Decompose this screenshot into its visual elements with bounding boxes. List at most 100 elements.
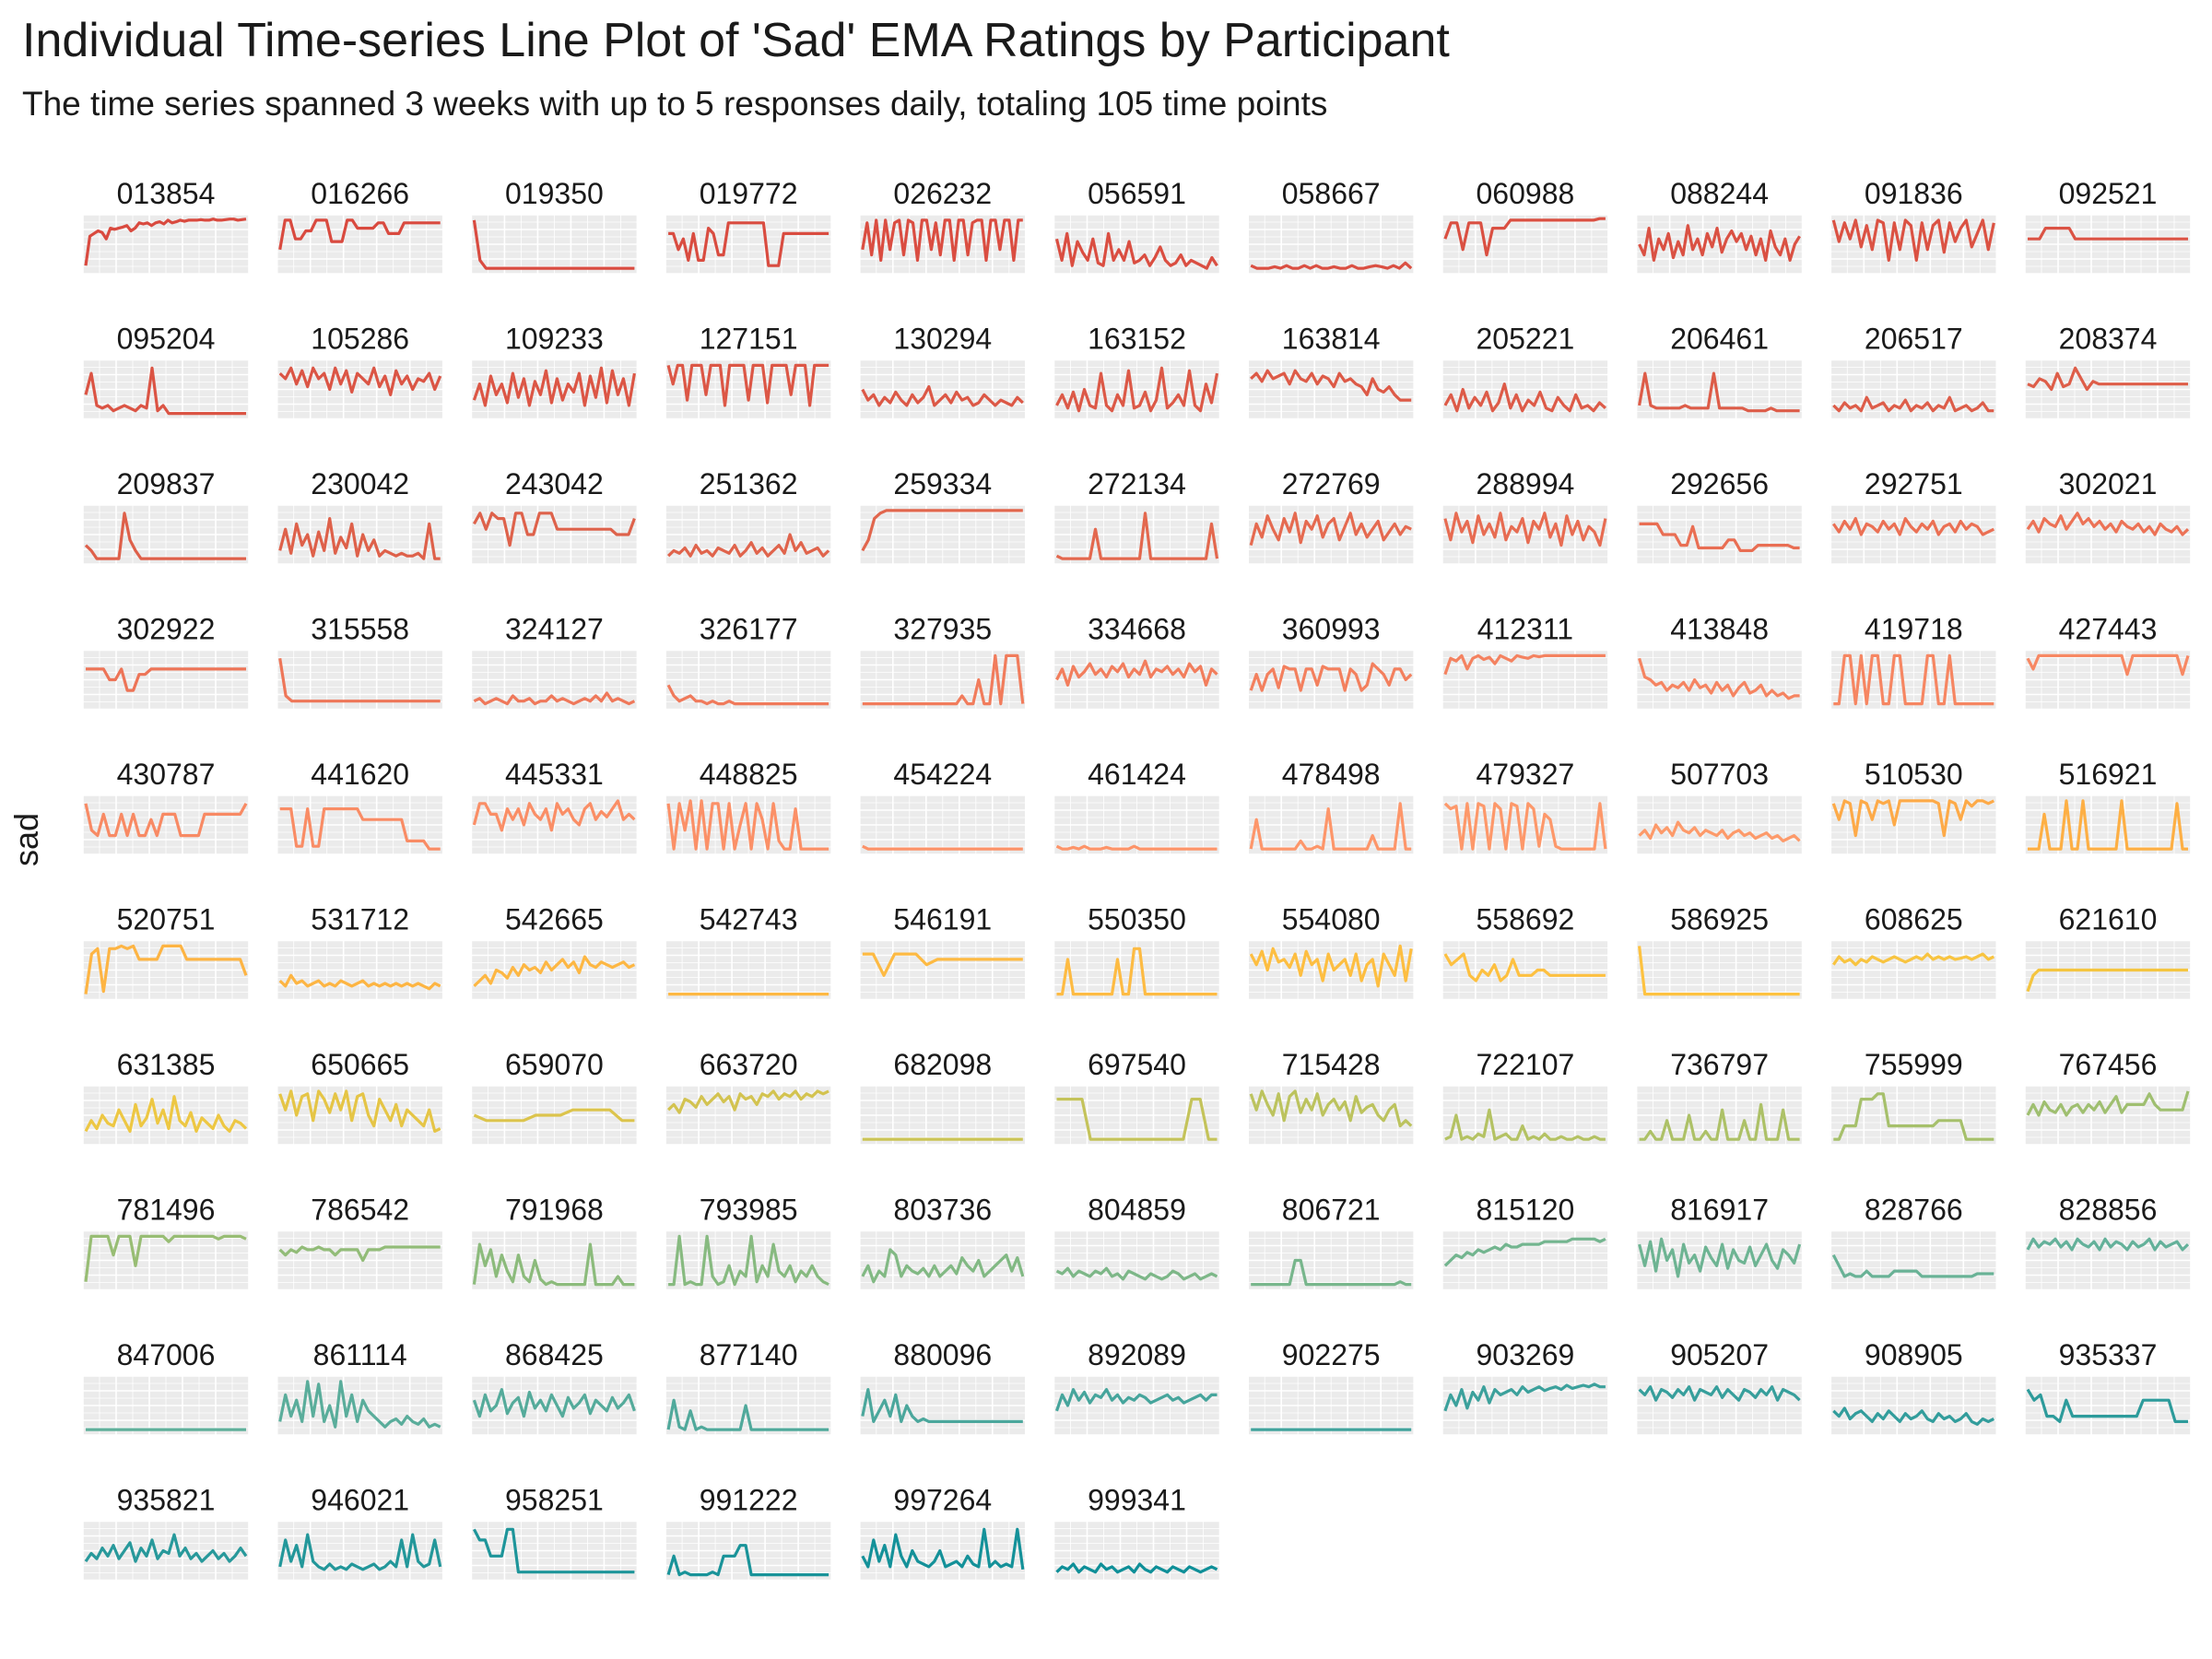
facet-panel-326177: 326177 [665, 613, 832, 711]
series-line-206517 [1832, 395, 1994, 413]
facet-label: 127151 [700, 323, 798, 356]
facet-panel-507703: 507703 [1635, 758, 1804, 855]
facet-panel-586925: 586925 [1635, 903, 1804, 1001]
facet-panel-621610: 621610 [2024, 903, 2192, 1001]
series-line-586925 [1638, 946, 1800, 996]
facet-panel-903269: 903269 [1441, 1338, 1609, 1436]
series-line-828856 [2026, 1237, 2190, 1252]
series-line-608625 [1831, 952, 1994, 967]
facet-label: 546191 [893, 903, 992, 936]
facet-label: 205221 [1477, 323, 1575, 356]
facet-label: 621610 [2059, 903, 2158, 936]
facet-panel-806721: 806721 [1247, 1194, 1415, 1291]
series-line-786542 [278, 1245, 441, 1263]
series-line-531712 [278, 973, 441, 991]
facet-panel-251362: 251362 [665, 467, 832, 565]
facet-panel-272134: 272134 [1053, 467, 1221, 565]
series-line-715428 [1249, 1089, 1413, 1128]
series-line-877140 [666, 1398, 830, 1431]
facet-panel-803736: 803736 [858, 1194, 1027, 1291]
series-line-427443 [2026, 653, 2190, 677]
series-line-903269 [1443, 1382, 1606, 1412]
facet-label: 209837 [117, 467, 216, 500]
facet-panel-861114: 861114 [276, 1338, 444, 1436]
facet-label: 206461 [1670, 323, 1769, 356]
facet-panel-546191: 546191 [858, 903, 1027, 1001]
facet-label: 060988 [1477, 177, 1575, 210]
facet-panel-327935: 327935 [858, 613, 1027, 711]
facet-panel-516921: 516921 [2024, 758, 2192, 855]
facet-panel-828766: 828766 [1830, 1194, 1998, 1291]
facet-label: 946021 [311, 1484, 409, 1517]
facet-label: 520751 [117, 903, 216, 936]
facet-panel-163152: 163152 [1053, 323, 1221, 420]
series-line-327935 [862, 653, 1025, 706]
series-line-326177 [666, 684, 830, 706]
facet-panel-413848: 413848 [1635, 613, 1804, 711]
series-line-935821 [84, 1533, 248, 1563]
facet-panel-427443: 427443 [2024, 613, 2192, 711]
series-line-631385 [84, 1095, 248, 1133]
series-line-479327 [1443, 802, 1607, 851]
facet-label: 326177 [700, 613, 798, 646]
facet-panel-558692: 558692 [1441, 903, 1609, 1001]
series-line-272769 [1249, 512, 1412, 547]
facet-label: 935337 [2059, 1338, 2158, 1371]
series-line-272134 [1055, 512, 1219, 560]
facet-label: 715428 [1282, 1048, 1381, 1081]
facet-panel-013854: 013854 [82, 177, 250, 275]
series-line-412311 [1443, 653, 1606, 676]
facet-label: 445331 [505, 758, 604, 791]
series-line-088244 [1638, 224, 1801, 262]
series-line-163152 [1055, 366, 1219, 413]
facet-label: 419718 [1865, 613, 1963, 646]
facet-panel-946021: 946021 [276, 1484, 444, 1582]
series-line-259334 [861, 509, 1023, 552]
series-line-935337 [2026, 1388, 2188, 1423]
series-line-697540 [1056, 1098, 1218, 1141]
series-line-781496 [84, 1234, 247, 1282]
facet-panel-272769: 272769 [1247, 467, 1415, 565]
facet-label: 292751 [1865, 467, 1963, 500]
facet-label: 682098 [893, 1048, 992, 1081]
facet-label: 861114 [313, 1338, 407, 1371]
facet-label: 816917 [1670, 1194, 1769, 1227]
facet-panel-804859: 804859 [1053, 1194, 1221, 1291]
facet-label: 288994 [1477, 467, 1575, 500]
facet-panel-510530: 510530 [1830, 758, 1998, 855]
facet-panel-292751: 292751 [1830, 467, 1998, 565]
facet-label: 755999 [1865, 1048, 1963, 1081]
series-line-520751 [84, 944, 248, 994]
facet-label: 105286 [311, 323, 409, 356]
facet-label: 324127 [505, 613, 604, 646]
facet-label: 958251 [505, 1484, 604, 1517]
series-line-019350 [472, 219, 635, 270]
facet-panel-935337: 935337 [2024, 1338, 2192, 1436]
series-line-958251 [472, 1527, 635, 1574]
series-line-461424 [1055, 844, 1218, 851]
facet-panel-659070: 659070 [470, 1048, 639, 1146]
facet-panel-019772: 019772 [665, 177, 832, 275]
facet-panel-302922: 302922 [82, 613, 250, 711]
series-line-324127 [473, 691, 636, 706]
series-line-430787 [84, 803, 248, 838]
facet-panel-208374: 208374 [2024, 323, 2192, 420]
facet-label: 413848 [1670, 613, 1769, 646]
facet-label: 272769 [1282, 467, 1381, 500]
facet-label: 558692 [1477, 903, 1575, 936]
series-line-095204 [84, 366, 246, 416]
facet-label: 880096 [893, 1338, 992, 1371]
facet-panel-793985: 793985 [665, 1194, 832, 1291]
series-line-516921 [2028, 799, 2188, 851]
facet-label: 902275 [1282, 1338, 1381, 1371]
facet-label: 892089 [1088, 1338, 1186, 1371]
facet-label: 272134 [1088, 467, 1186, 500]
series-line-558692 [1443, 952, 1606, 982]
facet-label: 130294 [893, 323, 992, 356]
facet-label: 302021 [2059, 467, 2158, 500]
series-line-360993 [1249, 662, 1413, 692]
facet-panel-419718: 419718 [1830, 613, 1998, 711]
series-line-243042 [472, 512, 636, 547]
facet-panel-880096: 880096 [858, 1338, 1027, 1436]
series-line-828766 [1831, 1253, 1994, 1278]
